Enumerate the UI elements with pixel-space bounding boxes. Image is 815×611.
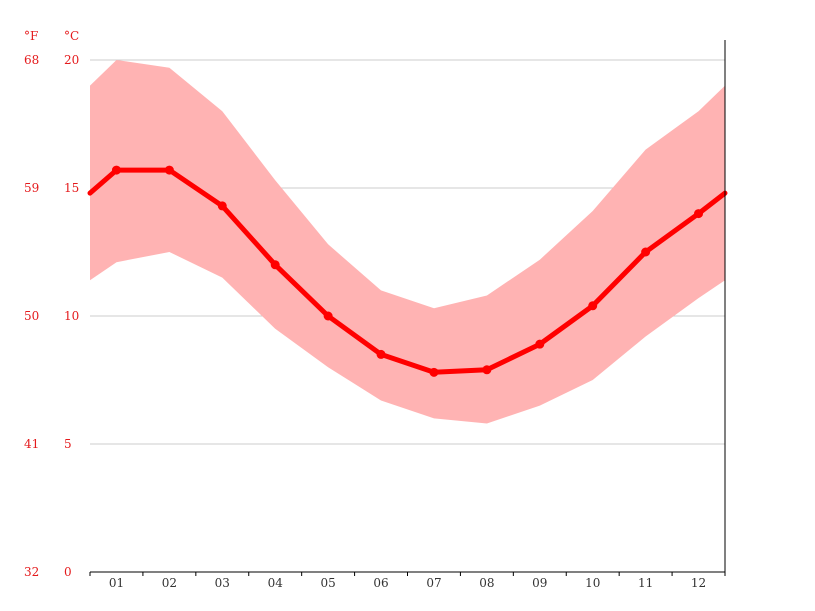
data-point-02 <box>164 165 174 175</box>
data-point-03 <box>217 201 227 211</box>
x-tick-label-08: 08 <box>479 576 494 590</box>
y-tick-label-f-68: 68 <box>24 53 39 67</box>
x-tick-label-09: 09 <box>532 576 547 590</box>
x-tick-label-03: 03 <box>215 576 230 590</box>
x-tick-label-07: 07 <box>426 576 441 590</box>
y-tick-label-f-50: 50 <box>24 309 39 323</box>
data-point-11 <box>641 247 651 257</box>
unit-label-fahrenheit: °F <box>24 29 38 43</box>
x-tick-label-04: 04 <box>268 576 284 590</box>
axes <box>89 40 726 576</box>
data-point-09 <box>535 339 545 349</box>
y-tick-label-c-20: 20 <box>64 53 79 67</box>
x-tick-label-11: 11 <box>638 576 653 590</box>
x-tick-label-10: 10 <box>585 576 600 590</box>
x-tick-label-05: 05 <box>320 576 335 590</box>
x-tick-label-01: 01 <box>109 576 124 590</box>
x-tick-label-02: 02 <box>162 576 177 590</box>
y-tick-label-f-41: 41 <box>24 437 39 451</box>
data-point-08 <box>482 365 492 375</box>
data-point-07 <box>429 367 439 377</box>
y-tick-label-c-10: 10 <box>64 309 79 323</box>
x-tick-label-06: 06 <box>373 576 388 590</box>
y-tick-label-c-5: 5 <box>64 437 72 451</box>
data-point-06 <box>376 349 386 359</box>
data-point-01 <box>111 165 121 175</box>
y-tick-label-f-32: 32 <box>24 565 39 579</box>
y-tick-label-c-15: 15 <box>64 181 79 195</box>
axis-labels: °F °C 01 02 03 04 05 06 07 08 09 10 11 12 32 0 41 5 50 10… <box>24 29 706 590</box>
temperature-range-band <box>90 60 725 424</box>
unit-label-celsius: °C <box>64 29 79 43</box>
data-point-04 <box>270 260 280 270</box>
data-point-12 <box>694 209 704 219</box>
y-tick-label-c-0: 0 <box>64 565 72 579</box>
x-tick-label-12: 12 <box>691 576 706 590</box>
data-point-10 <box>588 301 598 311</box>
data-point-05 <box>323 311 333 321</box>
range-band-polygon <box>90 60 725 424</box>
average-temperature-line <box>87 165 728 377</box>
y-tick-label-f-59: 59 <box>24 181 39 195</box>
average-line-path <box>87 167 728 375</box>
